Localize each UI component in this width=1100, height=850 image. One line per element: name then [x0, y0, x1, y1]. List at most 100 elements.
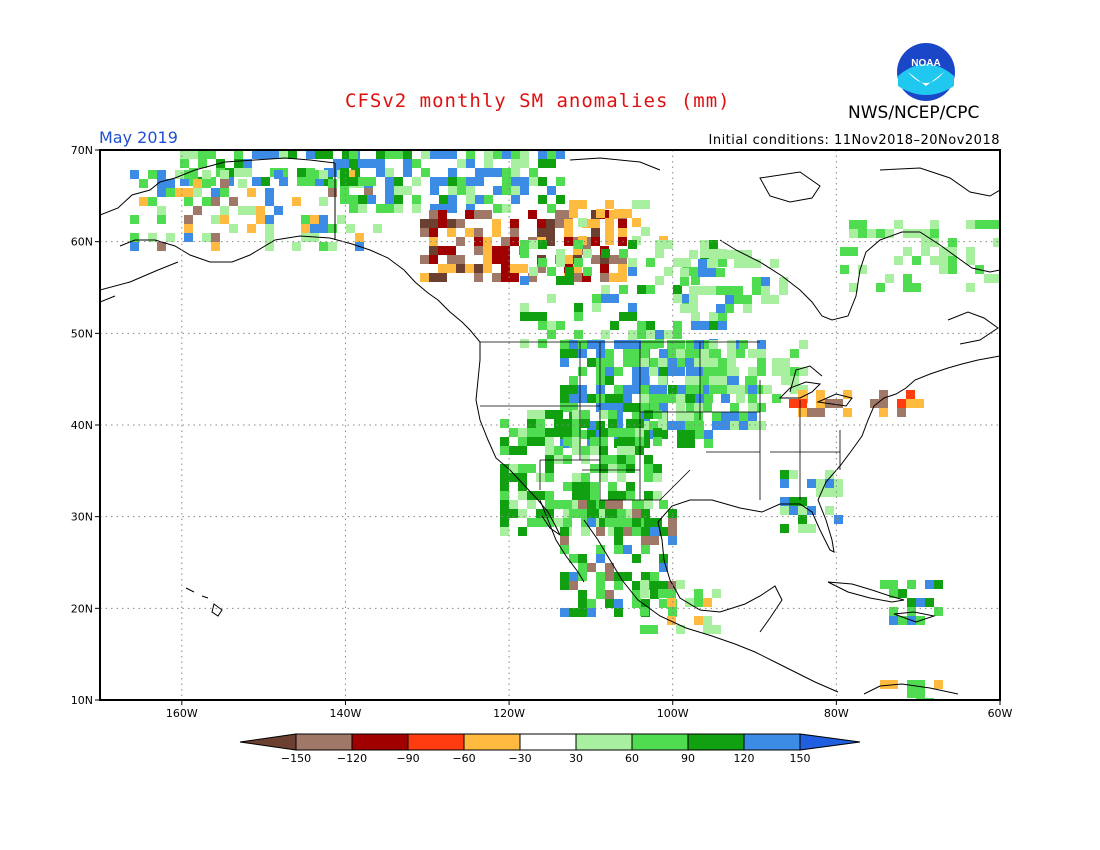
anomaly-cell — [617, 509, 626, 518]
anomaly-cell — [623, 518, 632, 527]
anomaly-cell — [340, 177, 349, 186]
anomaly-cell — [456, 255, 465, 264]
anomaly-cell — [545, 464, 554, 473]
anomaly-cell — [653, 491, 662, 500]
anomaly-cell — [564, 219, 573, 228]
anomaly-cell — [712, 589, 721, 598]
anomaly-cell — [757, 367, 766, 376]
coastline-segment — [759, 171, 821, 203]
anomaly-cell — [590, 491, 599, 500]
longitude-labels: 160W 140W 120W 100W 80W 60W — [166, 700, 1013, 720]
anomaly-cell — [680, 268, 689, 277]
anomaly-cell — [635, 419, 644, 428]
anomaly-cell — [843, 408, 852, 417]
anomaly-cell — [538, 339, 547, 348]
graticule — [100, 150, 1000, 700]
latitude-tick-label: 40N — [71, 419, 93, 432]
anomaly-cell — [677, 439, 686, 448]
anomaly-cell — [691, 321, 700, 330]
anomaly-cell — [623, 394, 632, 403]
anomaly-cell — [202, 233, 211, 242]
anomaly-cell — [993, 274, 1000, 283]
anomaly-cell — [564, 255, 573, 264]
anomaly-cell — [743, 259, 752, 268]
anomaly-cell — [511, 195, 520, 204]
anomaly-cell — [193, 179, 202, 188]
anomaly-cell — [547, 186, 556, 195]
anomaly-cell — [333, 159, 342, 168]
anomaly-cell — [474, 210, 483, 219]
anomaly-cell — [596, 403, 605, 412]
anomaly-cell — [180, 177, 189, 186]
anomaly-cell — [605, 236, 614, 245]
anomaly-cell — [438, 273, 447, 282]
anomaly-cell — [879, 390, 888, 399]
anomaly-cell — [780, 497, 789, 506]
anomaly-cell — [439, 177, 448, 186]
anomaly-cell — [650, 572, 659, 581]
anomaly-cell — [583, 249, 592, 258]
anomaly-cell — [635, 437, 644, 446]
anomaly-cell — [429, 237, 438, 246]
anomaly-cell — [897, 408, 906, 417]
anomaly-cell — [340, 186, 349, 195]
anomaly-cell — [502, 177, 511, 186]
anomaly-cell — [798, 515, 807, 524]
anomaly-cell — [707, 268, 716, 277]
colorbar-label: −30 — [508, 752, 531, 765]
anomaly-cell — [500, 419, 509, 428]
anomaly-cell — [261, 150, 270, 159]
anomaly-cell — [420, 219, 429, 228]
anomaly-cell — [297, 168, 306, 177]
anomaly-cell — [730, 421, 739, 430]
anomaly-cell — [757, 349, 766, 358]
anomaly-cell — [198, 159, 207, 168]
anomaly-cell — [608, 455, 617, 464]
anomaly-cell — [716, 304, 725, 313]
anomaly-cell — [879, 408, 888, 417]
anomaly-cell — [757, 403, 766, 412]
anomaly-cell — [691, 267, 700, 276]
anomaly-cell — [509, 446, 518, 455]
anomaly-cell — [614, 581, 623, 590]
colorbar-arrow-right — [799, 733, 861, 751]
anomaly-cell — [609, 273, 618, 282]
coastline-segment — [789, 365, 823, 393]
anomaly-cell — [520, 276, 529, 285]
coastline-segment — [100, 295, 116, 303]
anomaly-cell — [447, 264, 456, 273]
anomaly-cell — [529, 267, 538, 276]
anomaly-cell — [166, 188, 175, 197]
anomaly-cell — [736, 394, 745, 403]
anomaly-cell — [578, 385, 587, 394]
anomaly-cell — [447, 255, 456, 264]
anomaly-cell — [664, 267, 673, 276]
anomaly-cell — [658, 358, 667, 367]
anomaly-cell — [578, 218, 587, 227]
anomaly-cell — [569, 394, 578, 403]
anomaly-cell — [658, 394, 667, 403]
anomaly-cell — [649, 421, 658, 430]
anomaly-cell — [646, 285, 655, 294]
anomaly-cell — [220, 170, 229, 179]
anomaly-cell — [587, 430, 596, 439]
anomaly-cell — [536, 428, 545, 437]
anomaly-cell — [265, 233, 274, 242]
anomaly-cell — [916, 598, 925, 607]
anomaly-cell — [641, 227, 650, 236]
anomaly-cell — [474, 246, 483, 255]
anomaly-cell — [560, 403, 569, 412]
noaa-logo-text: NOAA — [911, 58, 940, 69]
anomaly-cell — [184, 170, 193, 179]
anomaly-cell — [709, 376, 718, 385]
anomaly-cell — [207, 177, 216, 186]
anomaly-cell — [601, 249, 610, 258]
anomaly-cell — [816, 479, 825, 488]
anomaly-cell — [528, 210, 537, 219]
anomaly-cell — [727, 340, 736, 349]
anomaly-cell — [617, 428, 626, 437]
anomaly-cell — [743, 250, 752, 259]
anomaly-cell — [907, 598, 916, 607]
anomaly-cell — [596, 527, 605, 536]
